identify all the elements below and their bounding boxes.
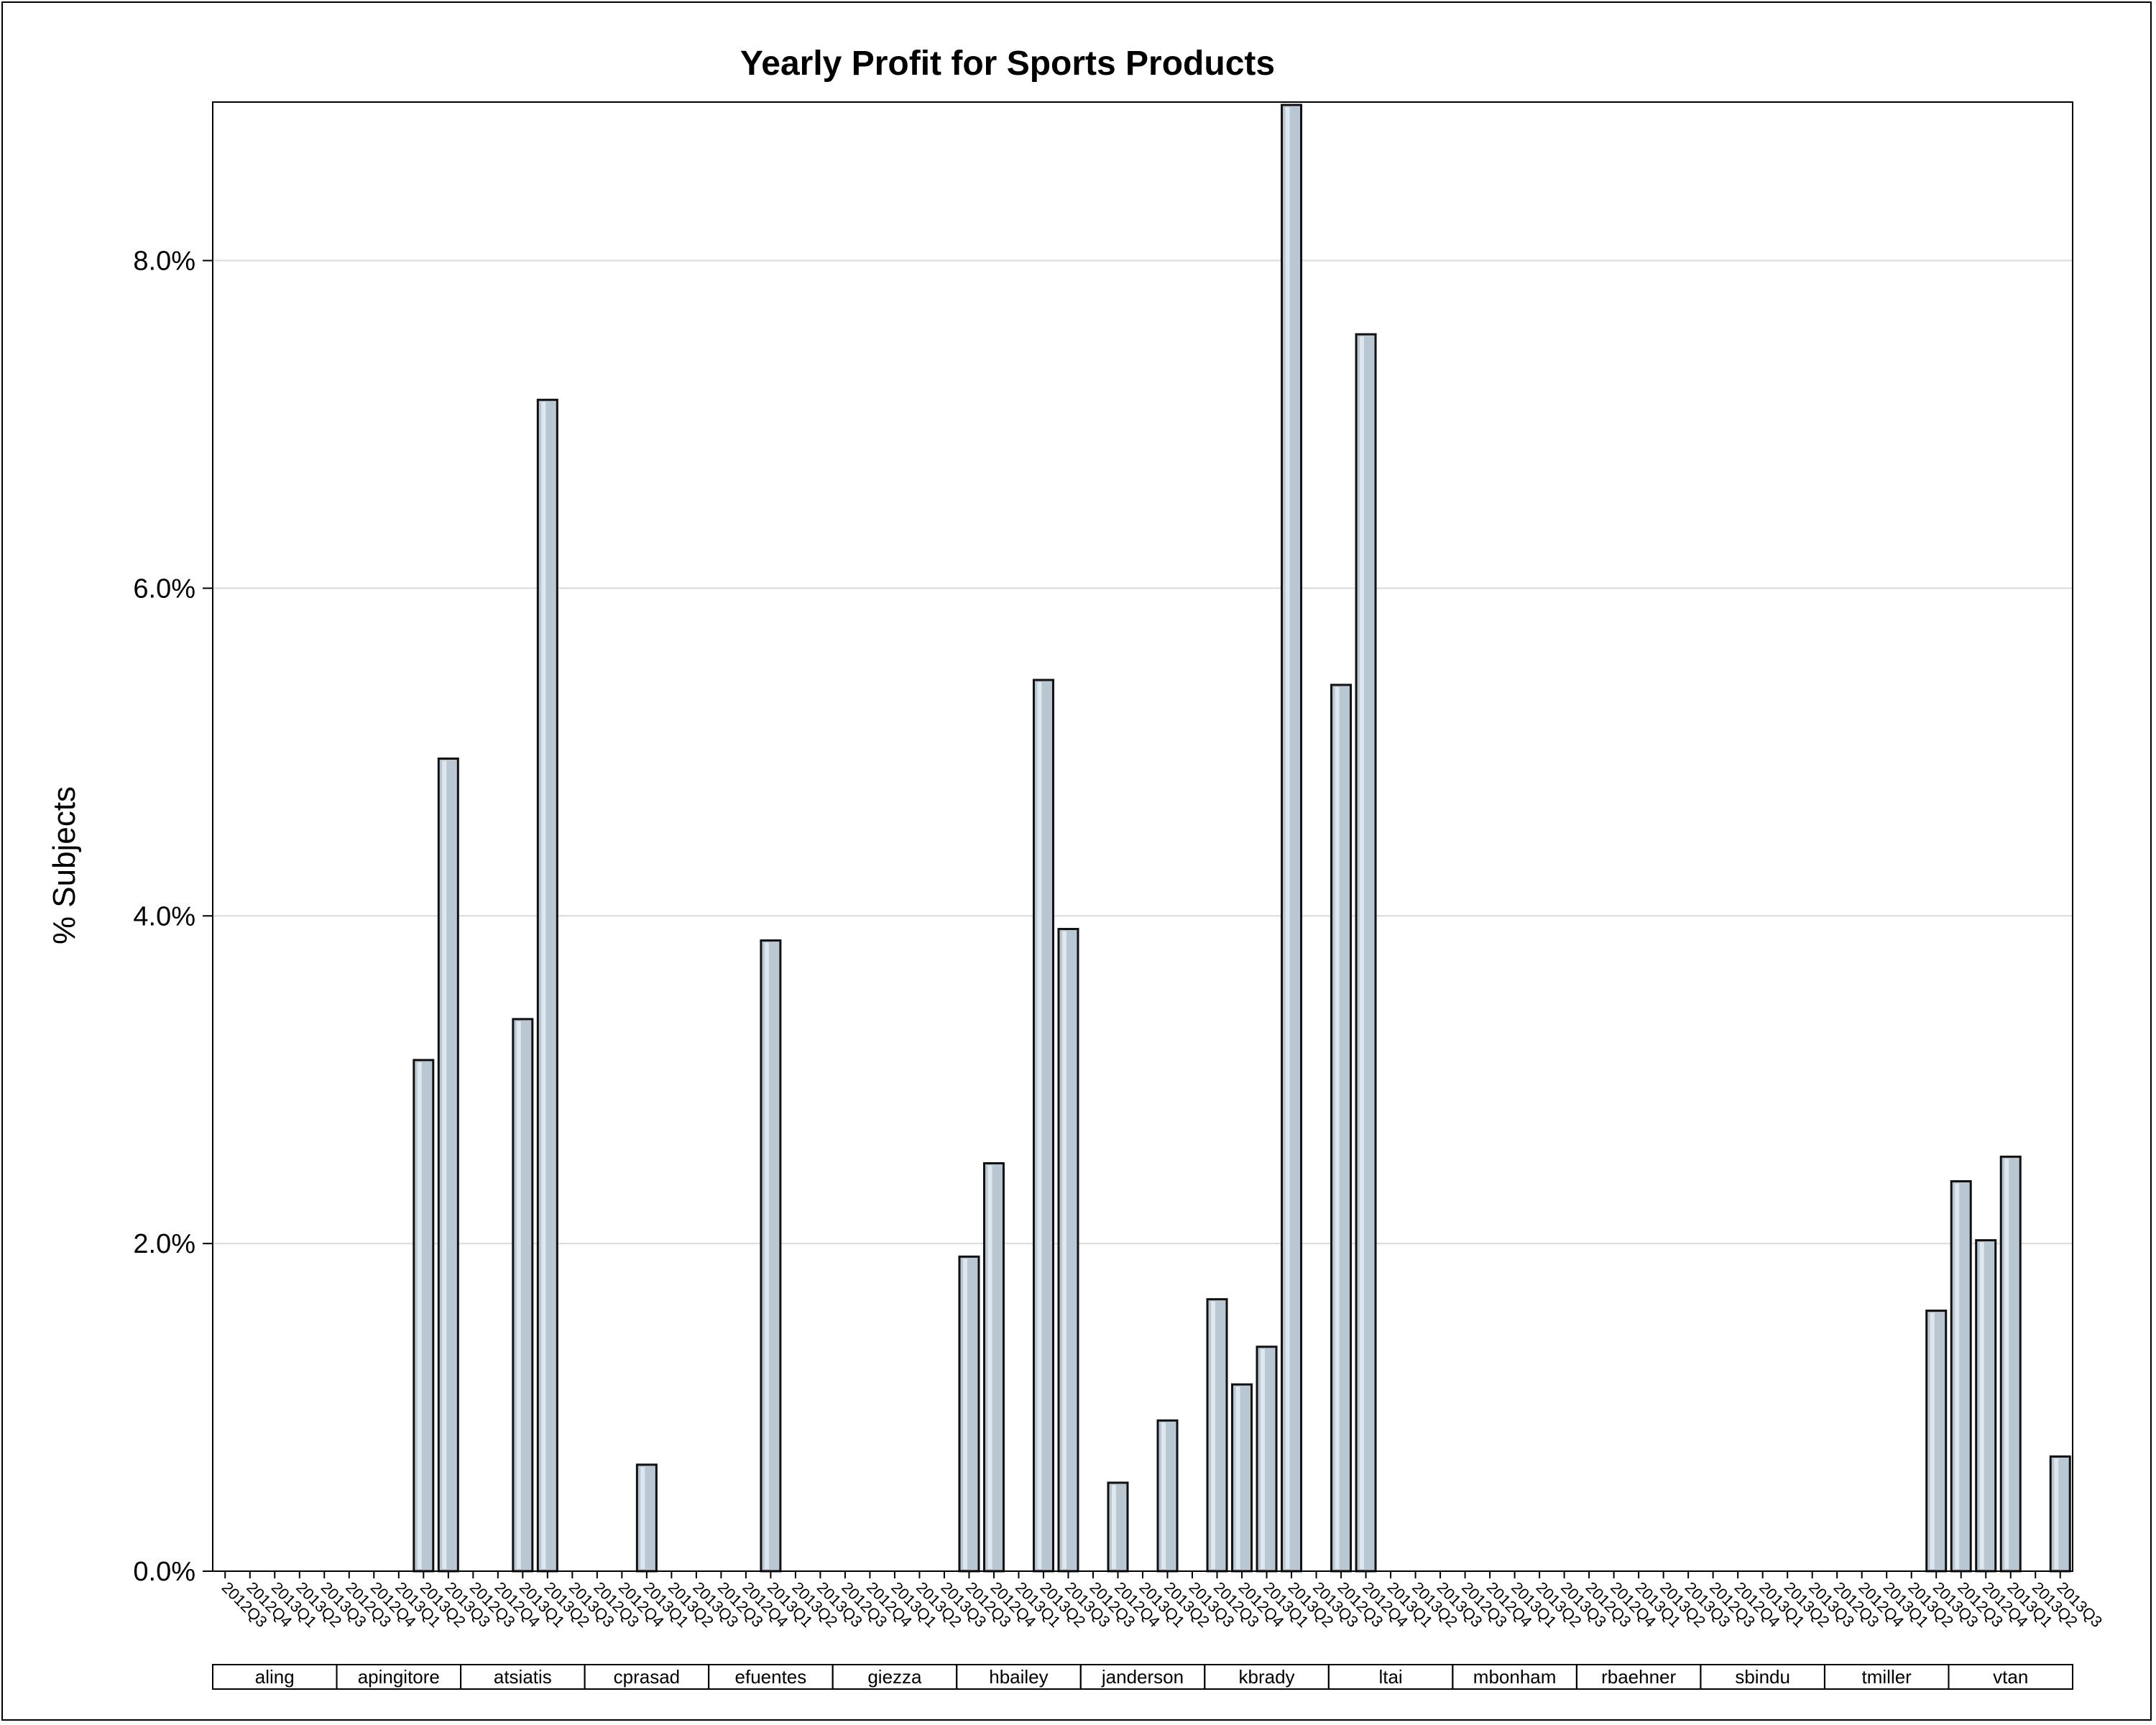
bar (2049, 1455, 2071, 1573)
group-label-apingitore: apingitore (358, 1666, 440, 1688)
bar (1999, 1155, 2022, 1573)
bar-highlight (1235, 1386, 1240, 1569)
group-label-kbrady: kbrady (1239, 1666, 1295, 1688)
bars (413, 104, 2071, 1573)
bar-highlight (1037, 682, 1042, 1569)
bar-highlight (1061, 931, 1067, 1569)
bar-highlight (1979, 1242, 1984, 1569)
group-label-tmiller: tmiller (1862, 1666, 1912, 1688)
group-label-efuentes: efuentes (735, 1666, 807, 1688)
bar (1057, 928, 1079, 1573)
bar (1107, 1481, 1129, 1573)
bar-highlight (764, 942, 769, 1569)
bar (760, 939, 782, 1573)
group-label-vtan: vtan (1993, 1666, 2028, 1688)
x-ticks: 2012Q32012Q42013Q12013Q22013Q32012Q32012… (218, 1571, 2106, 1631)
group-label-box (1948, 1664, 2073, 1690)
bar-highlight (1335, 686, 1340, 1569)
gridlines (213, 259, 2073, 1245)
bar (1355, 333, 1377, 1573)
bar (958, 1255, 980, 1573)
bar (536, 398, 558, 1573)
bar (635, 1463, 658, 1573)
y-tick-label: 8.0% (133, 247, 195, 277)
bar-highlight (1111, 1484, 1116, 1569)
y-tick-label: 4.0% (133, 901, 195, 932)
group-label-rbaehner: rbaehner (1601, 1666, 1676, 1688)
group-label-cprasad: cprasad (614, 1666, 681, 1688)
y-tick-label: 2.0% (133, 1229, 195, 1259)
group-label-giezza: giezza (867, 1666, 922, 1688)
y-tick-label: 0.0% (133, 1557, 195, 1587)
bar (512, 1018, 534, 1573)
bar (1256, 1346, 1278, 1573)
bar-highlight (516, 1021, 521, 1569)
axes (212, 101, 2073, 1572)
bar (1206, 1298, 1228, 1573)
bar-highlight (1955, 1183, 1960, 1569)
chart-title: Yearly Profit for Sports Products (740, 45, 1275, 83)
bar-highlight (2004, 1159, 2009, 1569)
group-label-aling: aling (255, 1666, 295, 1688)
bar-highlight (2054, 1458, 2059, 1569)
bar-highlight (987, 1165, 992, 1569)
bar (1975, 1239, 1997, 1573)
bar (982, 1162, 1005, 1573)
bar (1231, 1383, 1253, 1573)
bar (1281, 104, 1303, 1573)
y-ticks: 0.0% 2.0% 4.0% 6.0% 8.0% (133, 247, 213, 1587)
group-label-atsiatis: atsiatis (494, 1666, 552, 1688)
bar-highlight (1161, 1422, 1166, 1569)
bar-highlight (442, 760, 447, 1569)
plot-area-frame (212, 101, 2073, 1572)
bar (1925, 1310, 1948, 1573)
group-label-hbailey: hbailey (989, 1666, 1048, 1688)
bar (437, 757, 459, 1573)
bar-highlight (1211, 1301, 1216, 1569)
bar (1156, 1419, 1179, 1573)
bar-chart: Yearly Profit for Sports Products % Subj… (47, 45, 2106, 1690)
y-axis-label: % Subjects (47, 786, 82, 944)
bar-highlight (640, 1466, 645, 1569)
group-labels: aling apingitore atsiatis cprasad efuentes gi… (212, 1664, 2073, 1690)
bar-highlight (417, 1062, 422, 1569)
bar-highlight (1360, 336, 1365, 1569)
bar-highlight (1261, 1348, 1266, 1569)
bar (1032, 678, 1054, 1573)
group-label-ltai: ltai (1378, 1666, 1402, 1688)
bar-highlight (1930, 1312, 1935, 1569)
y-tick-label: 6.0% (133, 574, 195, 604)
group-label-sbindu: sbindu (1735, 1666, 1790, 1688)
group-label-mbonham: mbonham (1473, 1666, 1557, 1688)
bar-highlight (541, 402, 546, 1570)
bar (1330, 684, 1353, 1573)
bar-highlight (962, 1259, 967, 1569)
bar-highlight (1285, 107, 1290, 1569)
group-label-janderson: janderson (1101, 1666, 1184, 1688)
bar (413, 1059, 435, 1573)
bar (1950, 1180, 1972, 1573)
